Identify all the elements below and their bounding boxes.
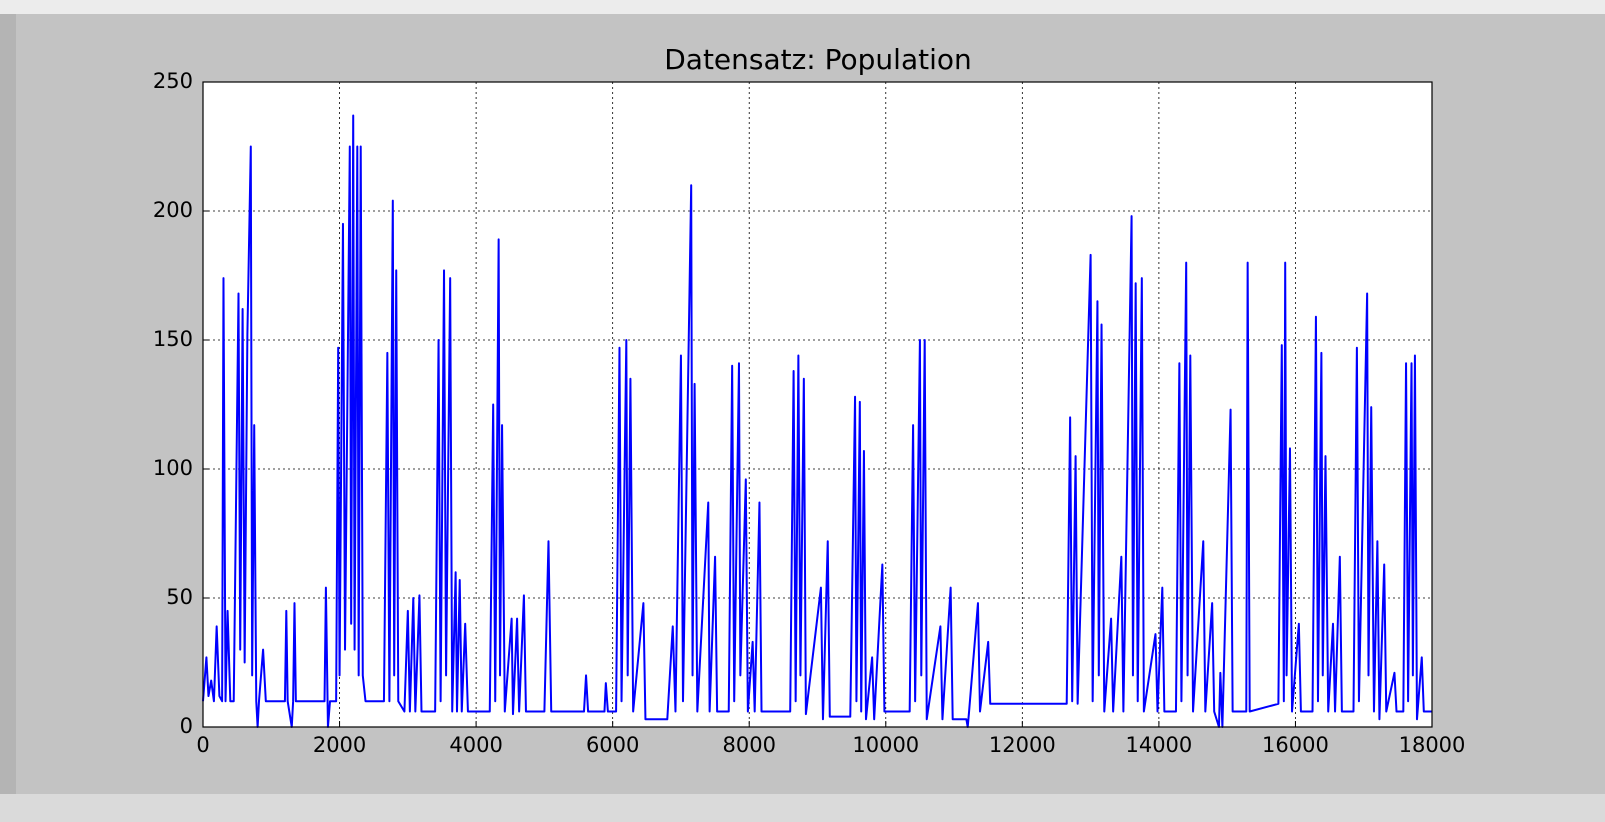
y-tick-label: 200 xyxy=(153,198,193,222)
top-strip xyxy=(0,0,1605,14)
chart-title: Datensatz: Population xyxy=(664,43,972,76)
y-tick-label: 0 xyxy=(180,714,193,738)
x-tick-label: 12000 xyxy=(989,733,1056,757)
x-tick-label: 4000 xyxy=(449,733,502,757)
y-tick-label: 100 xyxy=(153,456,193,480)
x-tick-label: 6000 xyxy=(586,733,639,757)
x-tick-label: 2000 xyxy=(313,733,366,757)
x-tick-label: 18000 xyxy=(1399,733,1466,757)
marks xyxy=(202,114,1432,728)
y-tick-label: 50 xyxy=(166,585,193,609)
x-tick-label: 16000 xyxy=(1262,733,1329,757)
y-tick-label: 150 xyxy=(153,327,193,351)
x-tick-label: 14000 xyxy=(1125,733,1192,757)
bottom-strip xyxy=(0,794,1605,822)
ticks: 0 2000 4000 6000 8000 10000 12000 14000 16000 180… xyxy=(153,69,1466,757)
data-line xyxy=(202,114,1432,728)
x-tick-label: 8000 xyxy=(722,733,775,757)
x-tick-label: 10000 xyxy=(852,733,919,757)
y-tick-label: 250 xyxy=(153,69,193,93)
x-tick-label: 0 xyxy=(196,733,209,757)
left-edge xyxy=(0,14,16,794)
plot-frame xyxy=(202,81,1433,728)
